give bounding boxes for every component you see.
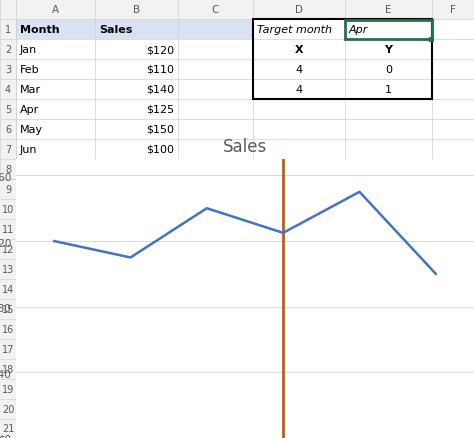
Text: 14: 14 (2, 284, 14, 294)
Title: Sales: Sales (223, 138, 267, 155)
Text: 17: 17 (2, 344, 14, 354)
Text: 13: 13 (2, 265, 14, 274)
Text: C: C (212, 5, 219, 15)
Text: 21: 21 (2, 424, 14, 434)
Bar (16, 20, 95, 40)
Bar (0, 140, 16, 159)
Text: 1: 1 (5, 25, 11, 35)
Text: May: May (20, 125, 43, 135)
Text: A: A (52, 5, 59, 15)
Bar (0, 319, 16, 339)
Text: Month: Month (20, 25, 60, 35)
Bar (345, 0, 432, 20)
Text: X: X (295, 45, 303, 55)
Text: D: D (295, 5, 303, 15)
Bar (0, 80, 16, 100)
Bar (0, 419, 16, 438)
Bar (429, 37, 435, 42)
Bar (0, 0, 16, 20)
Bar (16, 0, 95, 20)
Text: Jan: Jan (20, 45, 37, 55)
Bar (0, 339, 16, 359)
Text: $125: $125 (146, 105, 174, 115)
Text: 11: 11 (2, 225, 14, 234)
Text: 8: 8 (5, 165, 11, 175)
Text: 2: 2 (5, 45, 11, 55)
Bar (0, 200, 16, 219)
Text: 15: 15 (2, 304, 14, 314)
Bar (0, 359, 16, 379)
Bar (0, 120, 16, 140)
Text: Feb: Feb (20, 65, 40, 75)
Bar (0, 100, 16, 120)
Text: $150: $150 (146, 125, 174, 135)
Bar (0, 60, 16, 80)
Text: Sales: Sales (99, 25, 132, 35)
Text: $120: $120 (146, 45, 174, 55)
Text: Apr: Apr (349, 25, 368, 35)
Bar (345, 21, 432, 40)
Bar (0, 279, 16, 299)
Text: B: B (133, 5, 140, 15)
Text: 18: 18 (2, 364, 14, 374)
Bar (0, 399, 16, 419)
Text: $140: $140 (146, 85, 174, 95)
Text: Jun: Jun (20, 145, 37, 155)
Bar (0, 20, 16, 40)
Text: 16: 16 (2, 324, 14, 334)
Text: Y: Y (384, 45, 392, 55)
Text: E: E (385, 5, 392, 15)
Bar (0, 180, 16, 200)
Text: $110: $110 (146, 65, 174, 75)
Bar (0, 259, 16, 279)
Bar (0, 0, 474, 180)
Bar (432, 0, 474, 20)
Bar (95, 20, 178, 40)
Text: Target month: Target month (257, 25, 332, 35)
Text: Mar: Mar (20, 85, 41, 95)
Text: 6: 6 (5, 125, 11, 135)
Text: F: F (450, 5, 456, 15)
Text: 4: 4 (5, 85, 11, 95)
Bar (0, 299, 16, 319)
Text: 20: 20 (2, 404, 14, 414)
Text: 19: 19 (2, 384, 14, 394)
Bar (0, 40, 16, 60)
Text: 10: 10 (2, 205, 14, 215)
Text: Apr: Apr (20, 105, 39, 115)
Bar (253, 0, 345, 20)
Text: 4: 4 (295, 85, 302, 95)
Text: 7: 7 (5, 145, 11, 155)
Bar (178, 20, 253, 40)
Text: 1: 1 (385, 85, 392, 95)
Text: 3: 3 (5, 65, 11, 75)
Bar (95, 0, 178, 20)
Text: 9: 9 (5, 184, 11, 194)
Text: 0: 0 (385, 65, 392, 75)
Text: 5: 5 (5, 105, 11, 115)
Bar (253, 20, 432, 100)
Text: 12: 12 (2, 244, 14, 254)
Bar (178, 0, 253, 20)
Bar (0, 240, 16, 259)
Text: $100: $100 (146, 145, 174, 155)
Bar (0, 159, 16, 180)
Bar (0, 219, 16, 240)
Text: 4: 4 (295, 65, 302, 75)
Bar (0, 379, 16, 399)
